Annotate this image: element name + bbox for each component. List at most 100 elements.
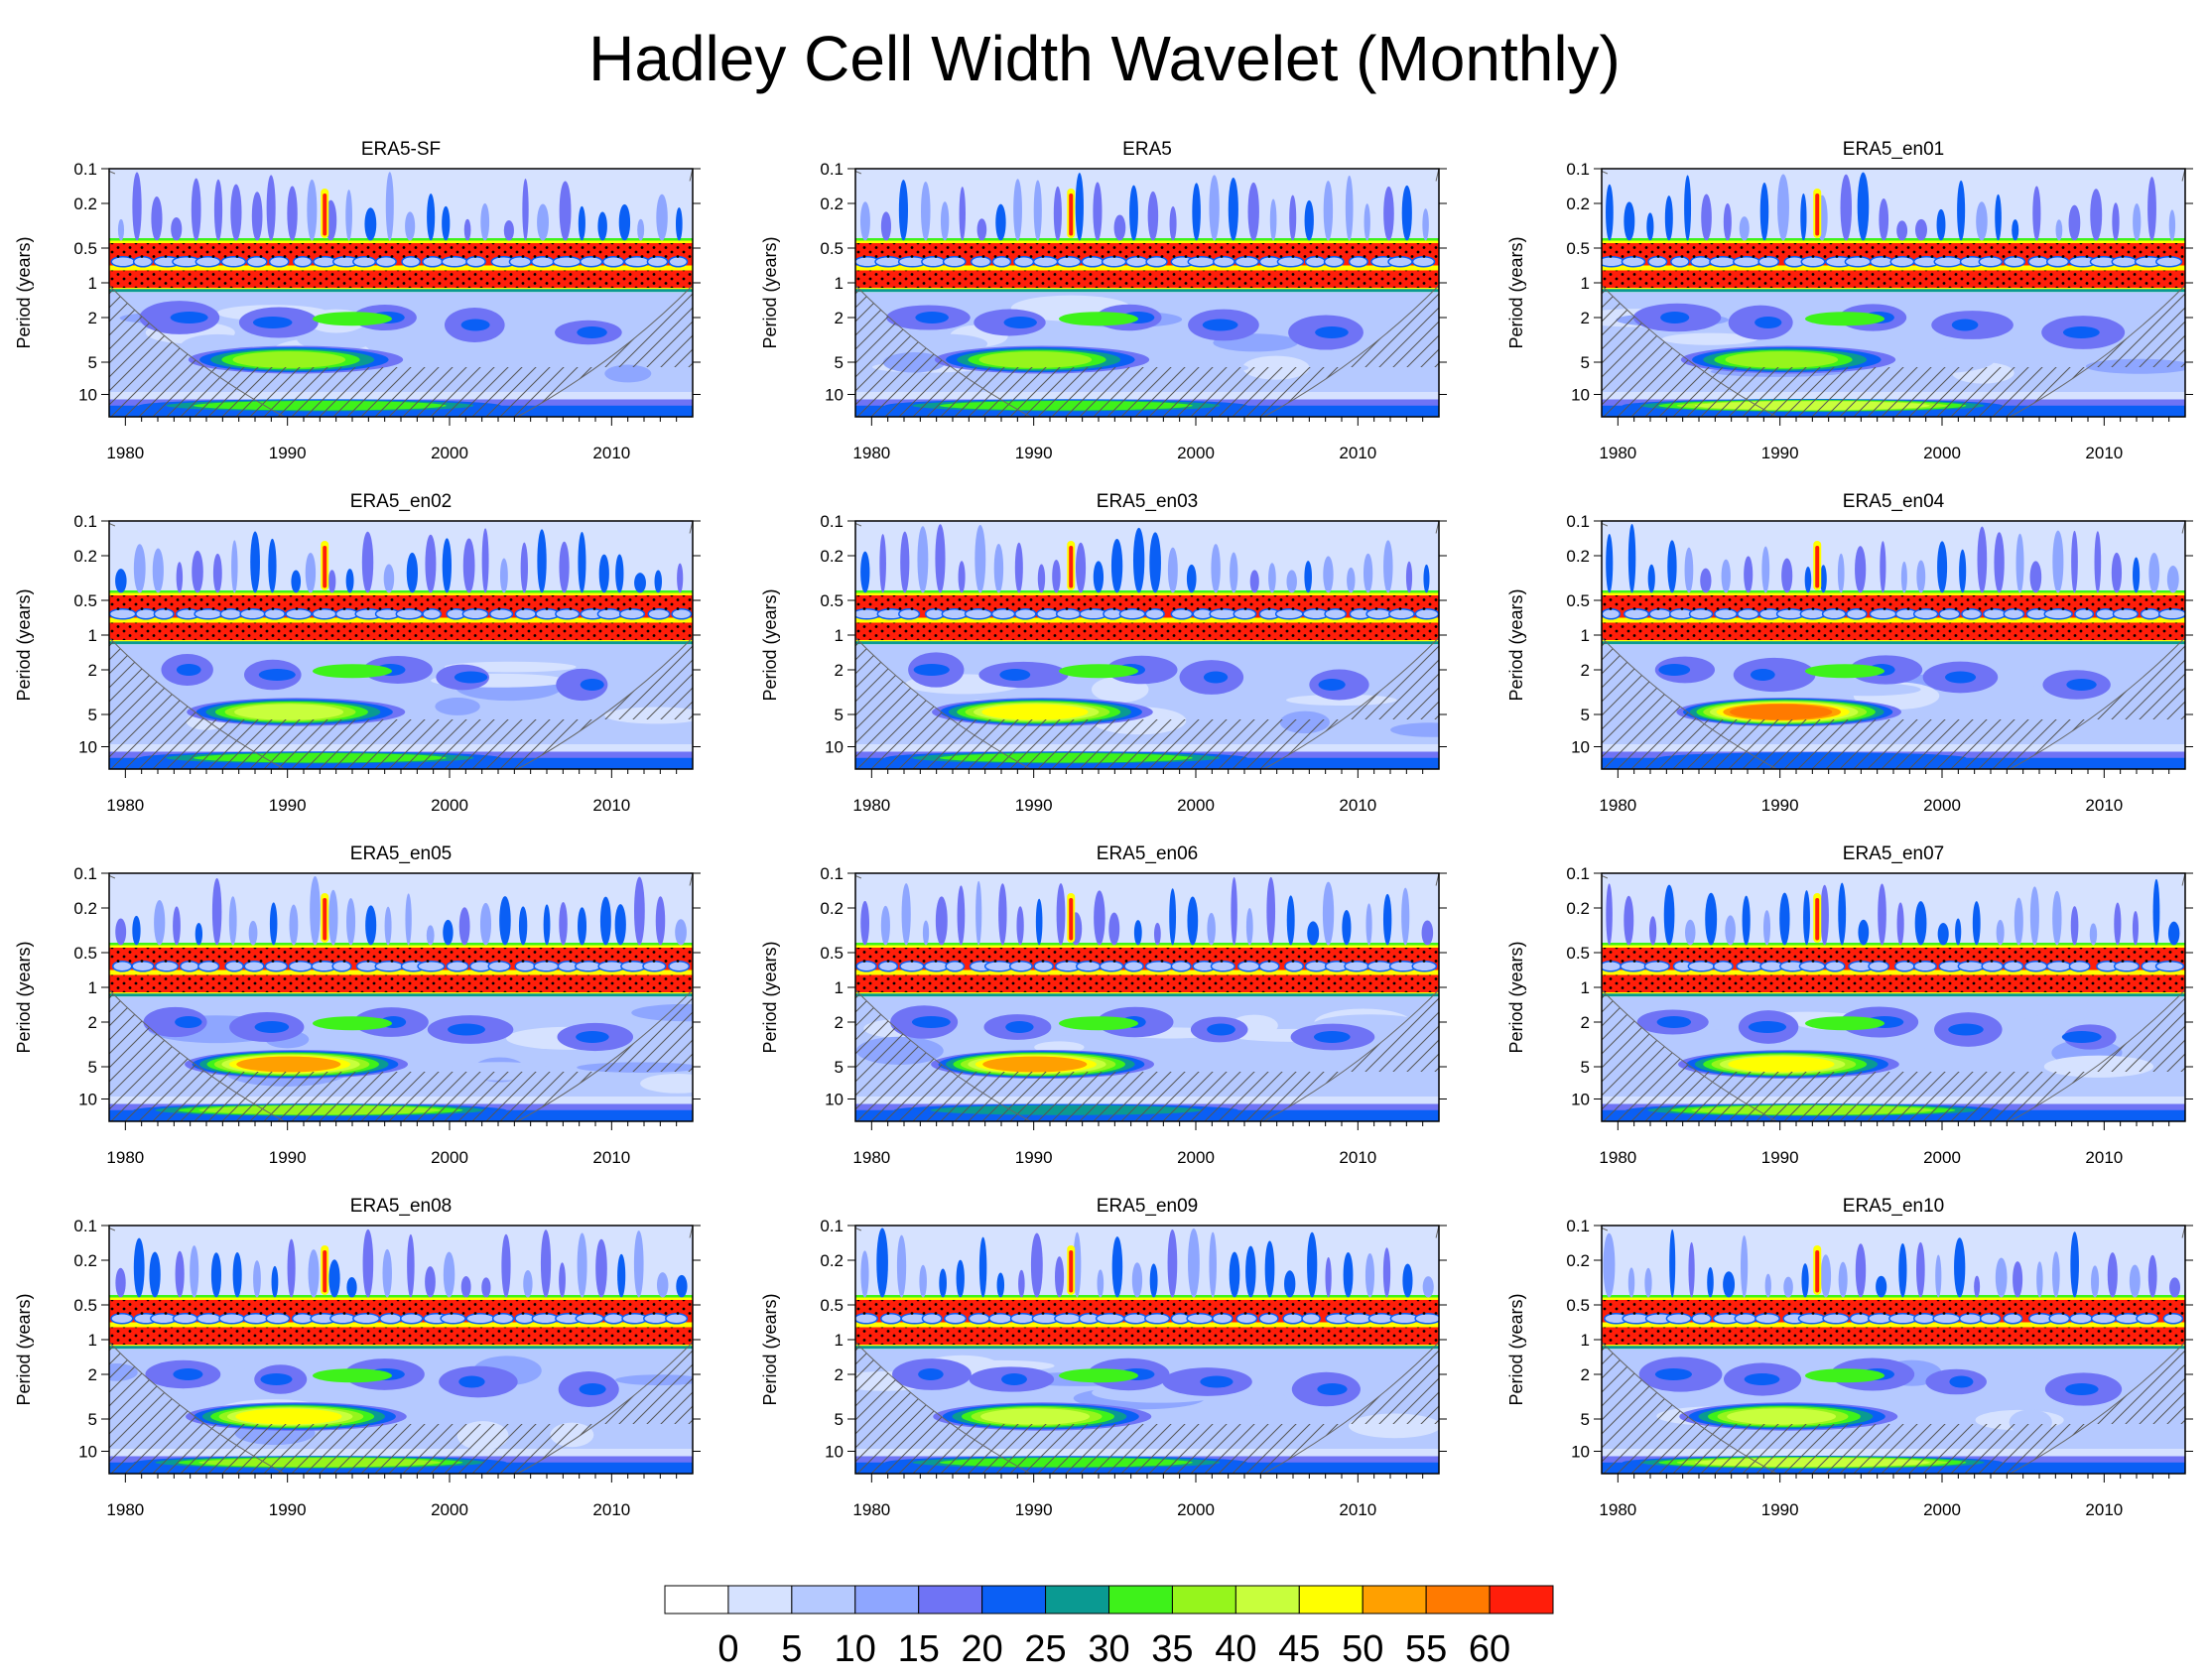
annual-band xyxy=(1602,943,2185,997)
y-tick-label: 2 xyxy=(88,1013,97,1032)
wavelet-panel: ERA5_en08 0.1 0.2 0.5 1 2 5 10 Period (years) 198… xyxy=(14,1196,701,1519)
y-axis-label: Period (years) xyxy=(14,1293,34,1405)
x-tick-label: 1980 xyxy=(1599,444,1636,462)
x-tick-label: 2000 xyxy=(431,444,468,462)
y-tick-label: 1 xyxy=(835,978,844,997)
x-tick-label: 1990 xyxy=(1015,1500,1053,1519)
y-tick-label: 0.2 xyxy=(73,899,97,918)
y-tick-label: 1 xyxy=(835,1331,844,1350)
panel-title: ERA5_en04 xyxy=(1843,491,1945,512)
x-tick-label: 2000 xyxy=(431,796,468,815)
x-tick-label: 1980 xyxy=(1599,796,1636,815)
x-tick-label: 2000 xyxy=(1177,444,1215,462)
y-tick-label: 0.1 xyxy=(820,160,844,179)
annual-band xyxy=(855,1295,1439,1350)
y-tick-label: 10 xyxy=(78,1443,97,1462)
x-tick-label: 1980 xyxy=(1599,1500,1636,1519)
annual-band xyxy=(1602,1295,2185,1350)
y-axis-label: Period (years) xyxy=(760,236,780,348)
y-tick-label: 1 xyxy=(1581,978,1590,997)
x-tick-label: 1980 xyxy=(106,444,144,462)
y-tick-label: 10 xyxy=(78,738,97,757)
cone-of-influence xyxy=(1602,1342,2185,1474)
annual-band xyxy=(1602,238,2185,293)
x-tick-label: 1990 xyxy=(1761,444,1799,462)
cone-of-influence xyxy=(109,1342,693,1474)
mid-period-band xyxy=(934,345,1150,374)
y-tick-label: 0.1 xyxy=(73,1217,97,1235)
mid-period-band xyxy=(1679,1402,1898,1431)
y-tick-label: 5 xyxy=(835,1410,844,1429)
wavelet-panel: ERA5_en10 0.1 0.2 0.5 1 2 5 10 Period (years) 198… xyxy=(1506,1196,2193,1519)
x-tick-label: 1980 xyxy=(1599,1148,1636,1167)
x-tick-label: 2000 xyxy=(1923,1148,1961,1167)
x-tick-label: 1990 xyxy=(1015,1148,1053,1167)
y-tick-label: 0.1 xyxy=(820,864,844,883)
y-tick-label: 5 xyxy=(835,353,844,372)
y-tick-label: 0.5 xyxy=(820,239,844,258)
y-tick-label: 2 xyxy=(88,661,97,680)
panel-title: ERA5_en09 xyxy=(1097,1196,1198,1217)
y-tick-label: 0.2 xyxy=(73,547,97,566)
y-tick-label: 5 xyxy=(1581,1058,1590,1077)
y-tick-label: 5 xyxy=(88,1410,97,1429)
cone-of-influence xyxy=(109,285,693,417)
x-tick-label: 2000 xyxy=(431,1500,468,1519)
x-tick-label: 2010 xyxy=(2085,1500,2123,1519)
annual-band xyxy=(109,590,693,645)
y-axis-label: Period (years) xyxy=(760,941,780,1053)
x-tick-label: 1990 xyxy=(1761,796,1799,815)
y-axis-label: Period (years) xyxy=(14,941,34,1053)
y-tick-label: 10 xyxy=(78,1091,97,1109)
y-axis-label: Period (years) xyxy=(1506,236,1526,348)
x-tick-label: 2010 xyxy=(2085,1148,2123,1167)
mid-period-band xyxy=(1676,697,1901,727)
y-tick-label: 0.2 xyxy=(1566,1251,1590,1270)
annual-band xyxy=(855,238,1439,293)
y-tick-label: 0.2 xyxy=(1566,547,1590,566)
panel-title: ERA5_en02 xyxy=(350,491,452,512)
y-tick-label: 0.1 xyxy=(73,160,97,179)
x-tick-label: 1990 xyxy=(1761,1148,1799,1167)
x-tick-label: 1980 xyxy=(852,1500,890,1519)
y-axis-label: Period (years) xyxy=(760,588,780,701)
y-tick-label: 0.2 xyxy=(73,194,97,213)
panel-title: ERA5-SF xyxy=(361,139,441,160)
y-tick-label: 0.5 xyxy=(73,239,97,258)
mid-period-band xyxy=(933,1402,1152,1431)
annual-band xyxy=(855,943,1439,997)
y-tick-label: 1 xyxy=(1581,1331,1590,1350)
cone-of-influence xyxy=(1602,989,2185,1121)
mid-period-band xyxy=(185,1050,408,1079)
wavelet-panel: ERA5_en07 0.1 0.2 0.5 1 2 5 10 Period (years) 198… xyxy=(1506,843,2193,1167)
cone-of-influence xyxy=(109,989,693,1121)
x-tick-label: 1990 xyxy=(1761,1500,1799,1519)
y-tick-label: 2 xyxy=(88,1365,97,1384)
x-tick-label: 1990 xyxy=(269,1148,307,1167)
y-tick-label: 10 xyxy=(825,1091,844,1109)
y-tick-label: 0.5 xyxy=(1566,591,1590,610)
y-tick-label: 10 xyxy=(1571,1443,1590,1462)
x-tick-label: 1980 xyxy=(852,1148,890,1167)
x-tick-label: 2000 xyxy=(431,1148,468,1167)
y-axis-label: Period (years) xyxy=(760,1293,780,1405)
mid-period-band xyxy=(1680,345,1896,374)
y-tick-label: 1 xyxy=(88,1331,97,1350)
y-tick-label: 1 xyxy=(835,626,844,645)
y-axis-label: Period (years) xyxy=(14,588,34,701)
x-tick-label: 2010 xyxy=(1339,444,1376,462)
x-tick-label: 2010 xyxy=(1339,1148,1376,1167)
y-tick-label: 0.1 xyxy=(1566,864,1590,883)
y-axis-label: Period (years) xyxy=(1506,1293,1526,1405)
x-tick-label: 1980 xyxy=(852,796,890,815)
x-tick-label: 1990 xyxy=(269,444,307,462)
y-tick-label: 2 xyxy=(1581,1365,1590,1384)
y-tick-label: 2 xyxy=(835,1365,844,1384)
y-tick-label: 0.5 xyxy=(73,1296,97,1315)
y-tick-label: 0.5 xyxy=(73,944,97,963)
y-tick-label: 10 xyxy=(825,738,844,757)
x-tick-label: 1980 xyxy=(106,1148,144,1167)
y-tick-label: 2 xyxy=(1581,1013,1590,1032)
mid-period-band xyxy=(187,698,406,726)
